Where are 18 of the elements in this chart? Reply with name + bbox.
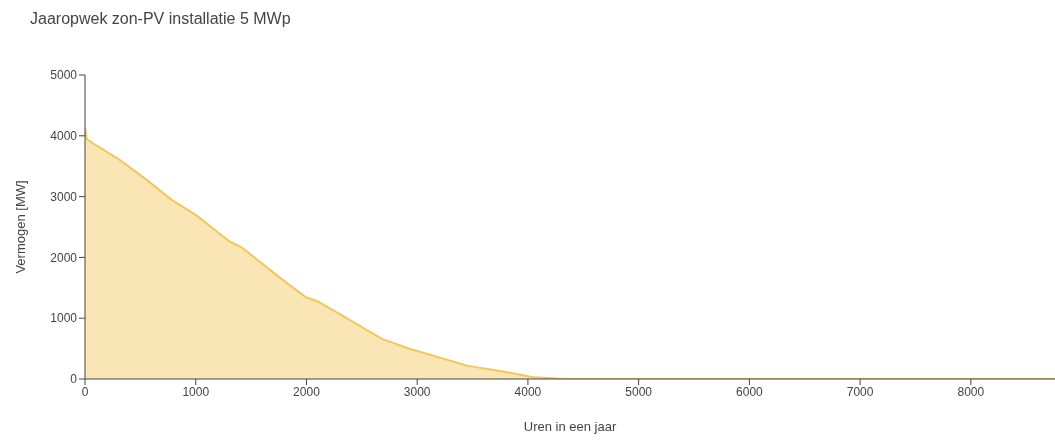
y-axis-title: Vermogen [MW]: [12, 180, 28, 274]
x-tick-label: 6000: [736, 384, 764, 399]
x-tick-label: 3000: [403, 384, 431, 399]
y-tick-label: 1000: [50, 311, 78, 326]
x-tick-label: 0: [81, 384, 89, 399]
y-tick-label: 2000: [50, 250, 78, 265]
x-tick-label: 2000: [293, 384, 321, 399]
y-tick-label: 4000: [50, 129, 78, 144]
x-tick-label: 1000: [182, 384, 210, 399]
x-tick-label: 5000: [625, 384, 653, 399]
x-axis-title: Uren in een jaar: [523, 419, 617, 434]
chart-title: Jaaropwek zon-PV installatie 5 MWp: [30, 10, 291, 28]
y-tick-label: 5000: [50, 68, 78, 83]
y-tick-label: 0: [70, 372, 78, 387]
x-tick-label: 7000: [846, 384, 874, 399]
x-tick-label: 8000: [957, 384, 985, 399]
x-tick-label: 4000: [514, 384, 542, 399]
y-tick-label: 3000: [50, 189, 78, 204]
